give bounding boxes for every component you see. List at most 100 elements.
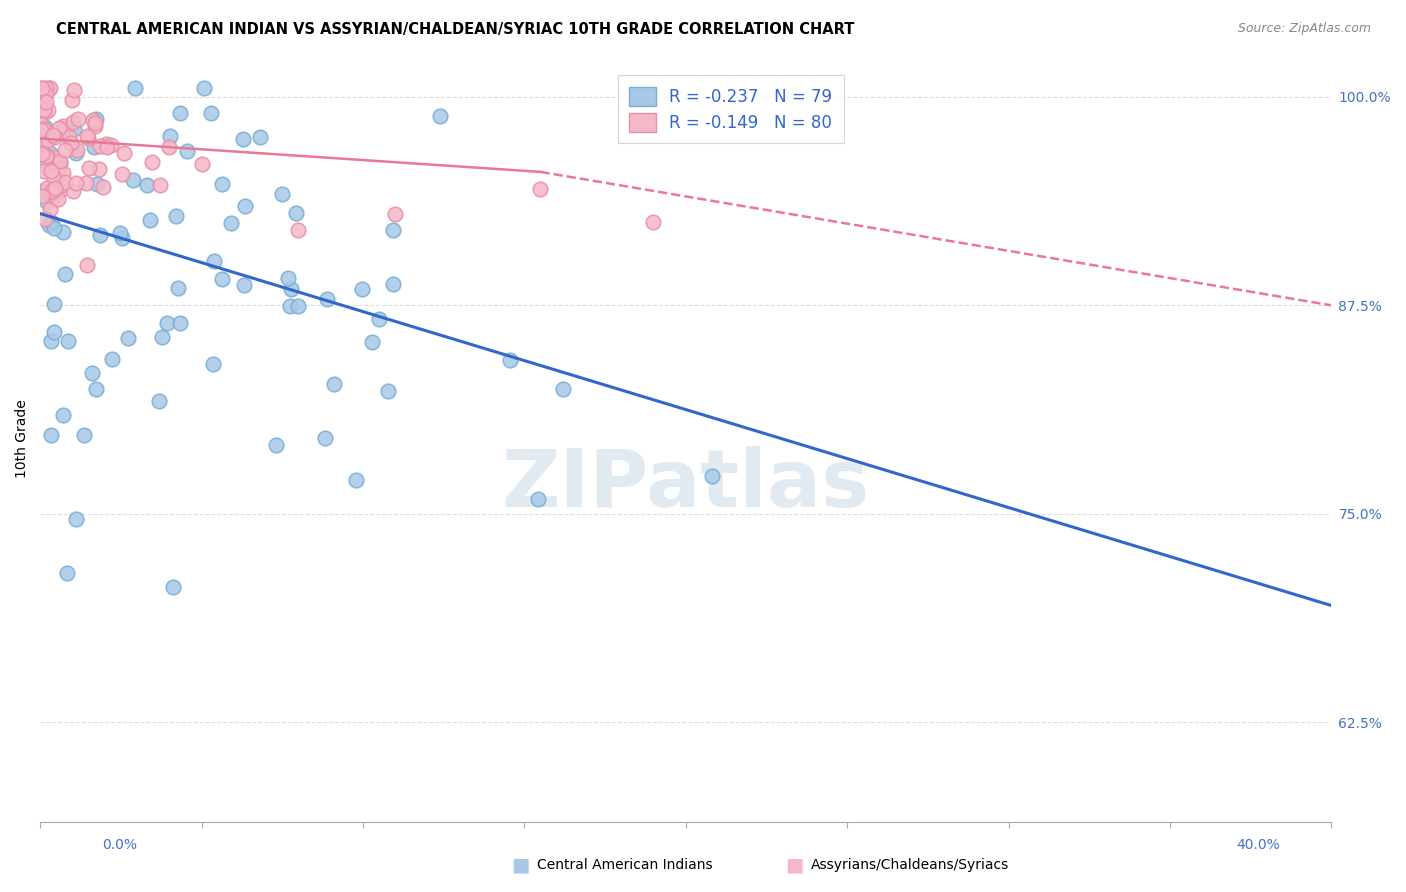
Point — [42, 150, 65, 164]
Point — [41, 215, 63, 229]
Point — [32, 160, 55, 174]
Point — [429, 109, 451, 123]
Point — [377, 384, 399, 398]
Point — [202, 253, 225, 268]
Point — [249, 130, 271, 145]
Point — [201, 357, 224, 371]
Point — [165, 209, 187, 223]
Point — [32, 132, 55, 146]
Point — [34, 164, 56, 178]
Point — [322, 376, 344, 391]
Point — [94, 136, 117, 151]
Point — [100, 352, 122, 367]
Point — [53, 175, 76, 189]
Point — [122, 173, 145, 187]
Point — [108, 226, 131, 240]
Point — [162, 580, 184, 594]
Point — [35, 95, 58, 109]
Point — [643, 215, 665, 229]
Point — [41, 334, 63, 348]
Point — [44, 181, 66, 195]
Point — [34, 104, 56, 119]
Point — [44, 129, 66, 144]
Point — [287, 299, 309, 313]
Point — [156, 316, 179, 330]
Point — [46, 192, 69, 206]
Point — [96, 140, 118, 154]
Text: ZIPatlas: ZIPatlas — [502, 446, 870, 524]
Point — [167, 281, 190, 295]
Point — [176, 144, 198, 158]
Point — [34, 148, 56, 162]
Point — [83, 116, 105, 130]
Point — [62, 184, 84, 198]
Point — [52, 120, 75, 134]
Point — [367, 312, 389, 326]
Text: ■: ■ — [785, 855, 804, 875]
Point — [41, 182, 63, 196]
Point — [66, 144, 89, 158]
Point — [112, 145, 135, 160]
Point — [233, 278, 256, 293]
Point — [384, 206, 406, 220]
Point — [138, 213, 160, 227]
Point — [499, 353, 522, 368]
Point — [200, 106, 222, 120]
Point — [62, 93, 84, 107]
Point — [44, 296, 66, 310]
Point — [34, 103, 56, 117]
Point — [30, 81, 52, 95]
Point — [110, 231, 132, 245]
Point — [77, 161, 100, 175]
Point — [59, 136, 82, 151]
Point — [39, 164, 62, 178]
Point — [35, 181, 58, 195]
Point — [111, 167, 134, 181]
Point — [37, 103, 59, 118]
Point — [34, 87, 56, 101]
Point — [42, 189, 65, 203]
Point — [34, 212, 56, 227]
Point — [89, 138, 111, 153]
Point — [42, 169, 65, 183]
Point — [53, 143, 76, 157]
Point — [31, 81, 53, 95]
Point — [84, 112, 107, 126]
Point — [49, 154, 72, 169]
Point — [193, 81, 215, 95]
Point — [62, 83, 84, 97]
Point — [149, 178, 172, 193]
Y-axis label: 10th Grade: 10th Grade — [15, 400, 30, 478]
Point — [31, 146, 53, 161]
Point — [51, 124, 73, 138]
Point — [38, 219, 60, 233]
Point — [169, 105, 191, 120]
Point — [86, 177, 108, 191]
Point — [38, 81, 60, 95]
Point — [58, 129, 80, 144]
Point — [124, 81, 146, 95]
Point — [232, 132, 254, 146]
Point — [52, 408, 75, 422]
Point — [278, 299, 301, 313]
Point — [89, 228, 111, 243]
Point — [63, 122, 86, 136]
Point — [56, 334, 79, 348]
Text: ■: ■ — [510, 855, 530, 875]
Point — [551, 382, 574, 396]
Point — [49, 178, 72, 192]
Point — [37, 149, 59, 163]
Text: 0.0%: 0.0% — [103, 838, 136, 853]
Point — [211, 272, 233, 286]
Point — [37, 133, 59, 147]
Point — [76, 258, 98, 272]
Point — [277, 271, 299, 285]
Point — [72, 428, 94, 442]
Text: Source: ZipAtlas.com: Source: ZipAtlas.com — [1237, 22, 1371, 36]
Point — [48, 120, 70, 135]
Point — [48, 183, 70, 197]
Point — [49, 155, 72, 169]
Text: Assyrians/Chaldeans/Syriacs: Assyrians/Chaldeans/Syriacs — [811, 858, 1010, 872]
Text: Central American Indians: Central American Indians — [537, 858, 713, 872]
Point — [352, 282, 374, 296]
